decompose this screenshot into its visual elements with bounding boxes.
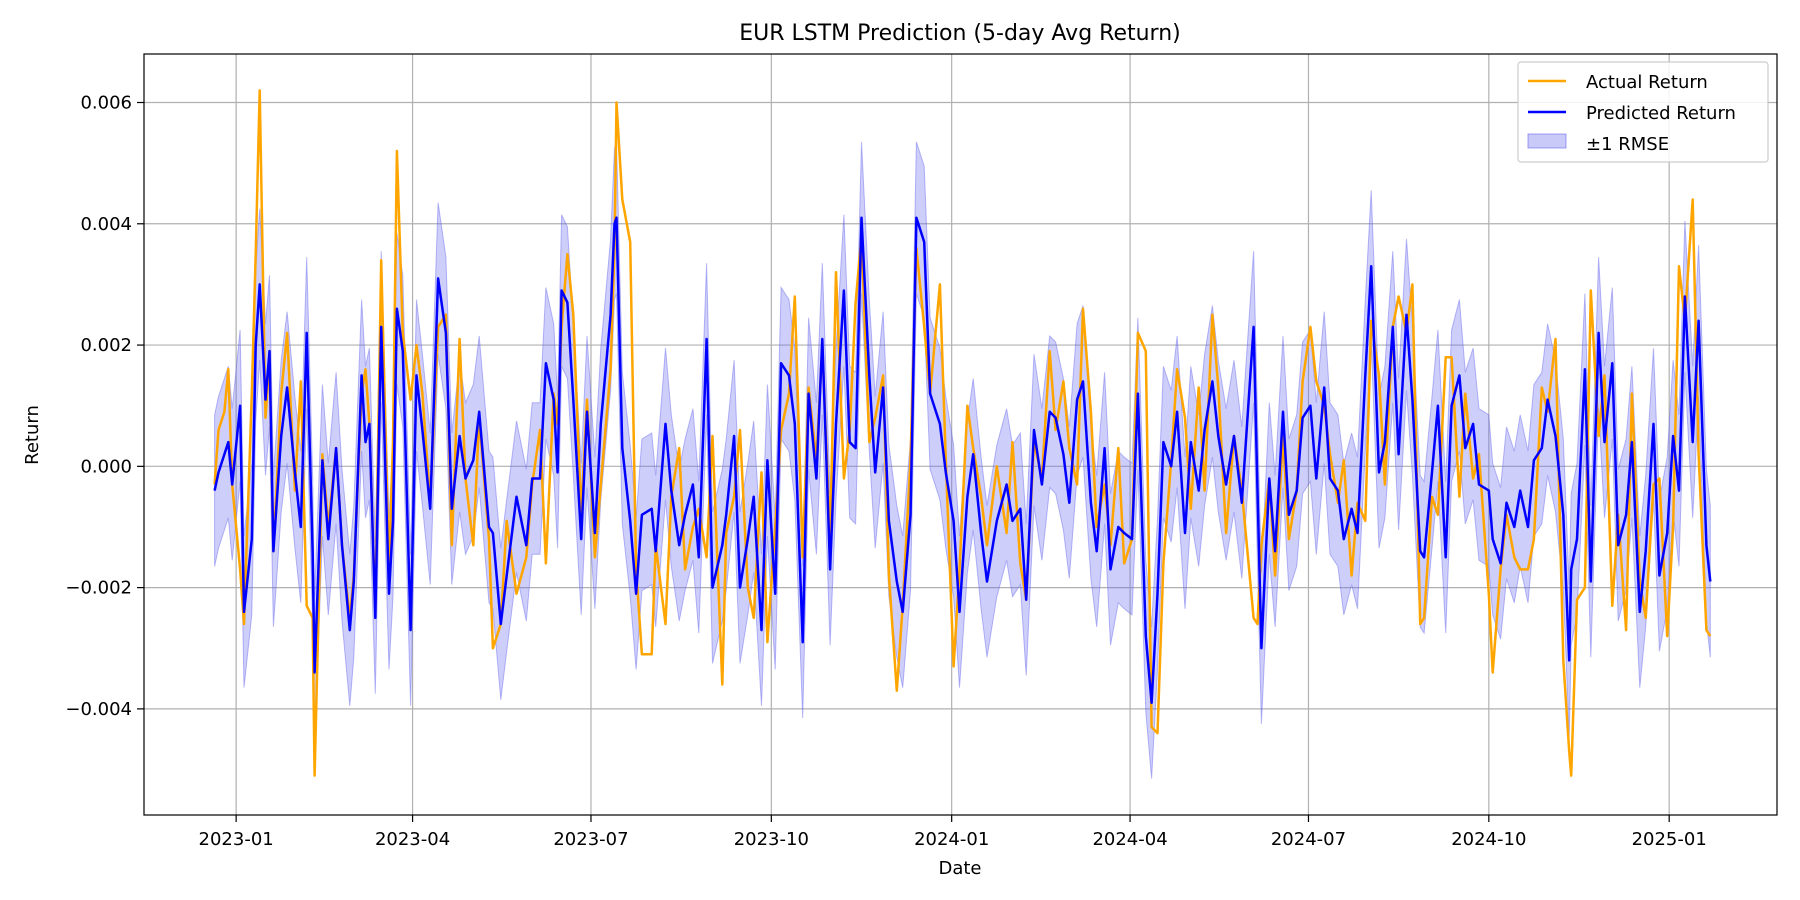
- x-axis-title: Date: [938, 858, 981, 879]
- y-tick-label: 0.002: [80, 335, 132, 356]
- y-tick-label: 0.006: [80, 93, 132, 114]
- y-tick-label: 0.004: [80, 214, 132, 235]
- y-axis: 0.006 0.004 0.002 0.000 −0.002 −0.004: [65, 93, 144, 720]
- x-tick-label: 2023-04: [375, 829, 450, 850]
- legend-label-predicted: Predicted Return: [1586, 103, 1736, 124]
- y-tick-label: −0.002: [65, 578, 132, 599]
- rmse-band-layer: [214, 141, 1711, 779]
- y-tick-label: −0.004: [65, 699, 132, 720]
- y-axis-title: Return: [22, 405, 43, 465]
- legend: Actual Return Predicted Return ±1 RMSE: [1517, 61, 1769, 163]
- plot-frame: [143, 53, 1778, 816]
- x-tick-label: 2024-04: [1092, 829, 1167, 850]
- actual-return-line: [213, 89, 1712, 777]
- legend-swatch-band: [1527, 133, 1567, 149]
- rmse-band: [214, 141, 1711, 779]
- chart-title: EUR LSTM Prediction (5-day Avg Return): [739, 21, 1181, 46]
- x-tick-label: 2023-01: [199, 829, 274, 850]
- x-tick-label: 2024-07: [1271, 829, 1346, 850]
- x-tick-label: 2025-01: [1632, 829, 1707, 850]
- x-tick-label: 2023-10: [734, 829, 809, 850]
- x-tick-label: 2024-01: [914, 829, 989, 850]
- legend-box: [1517, 61, 1769, 163]
- x-axis: 2023-01 2023-04 2023-07 2023-10 2024-01 2024-…: [199, 815, 1707, 850]
- y-tick-label: 0.000: [80, 456, 132, 477]
- legend-label-band: ±1 RMSE: [1586, 134, 1669, 155]
- x-tick-label: 2023-07: [553, 829, 628, 850]
- legend-label-actual: Actual Return: [1586, 72, 1708, 93]
- x-tick-label: 2024-10: [1451, 829, 1526, 850]
- series-layer: [213, 89, 1712, 777]
- predicted-return-line: [213, 216, 1712, 705]
